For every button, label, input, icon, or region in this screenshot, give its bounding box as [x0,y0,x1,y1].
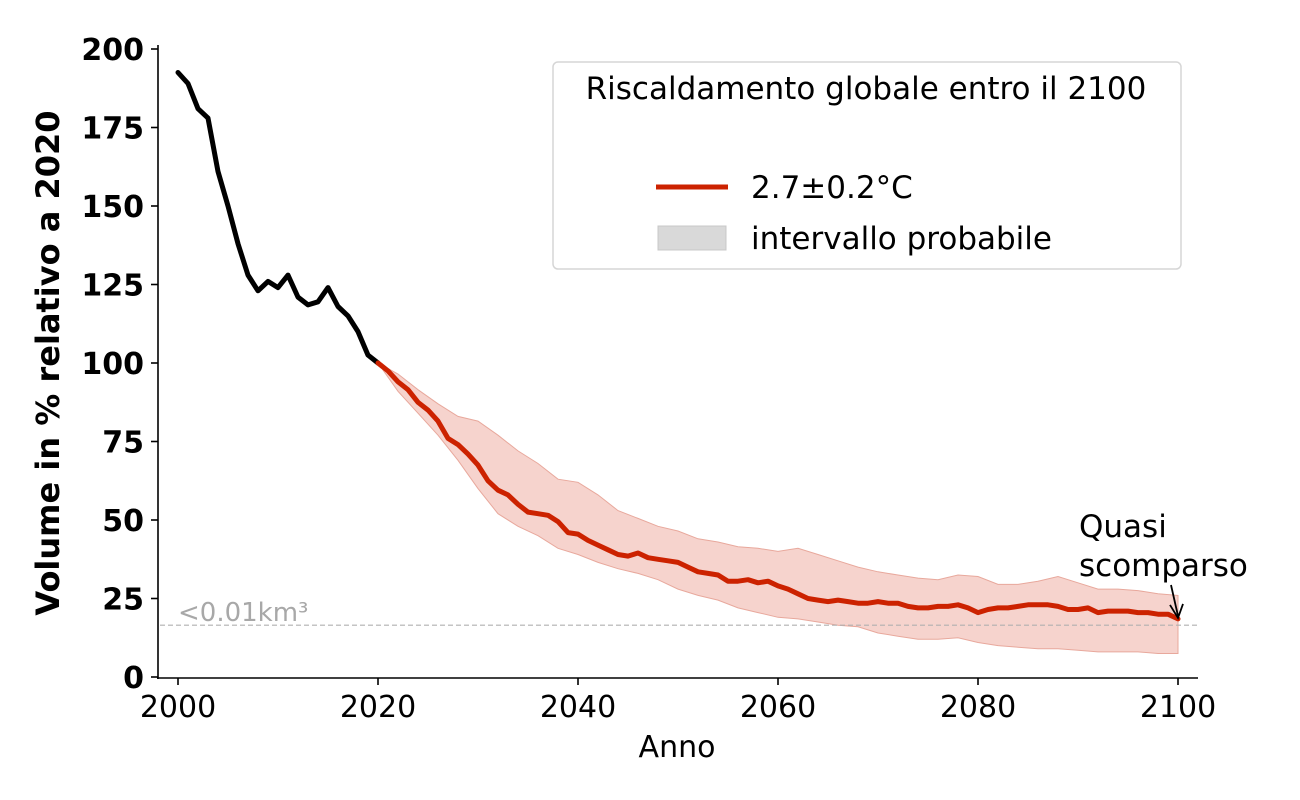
observed-line [175,70,381,366]
y-axis-label: Volume in % relativo a 2020 [29,110,67,615]
x-tick-label: 2060 [740,690,816,725]
y-tick-label: 125 [81,269,144,304]
x-tick-label: 2080 [940,690,1016,725]
y-tick-label: 150 [81,190,144,225]
x-tick-label: 2020 [340,690,416,725]
x-tick-label: 2040 [540,690,616,725]
annotation-text-line: Quasi [1079,509,1167,545]
projection-line [375,360,1181,622]
annotation-arrow [1170,584,1179,617]
legend-entry-range: intervallo probabile [751,221,1052,257]
y-tick-label: 25 [102,583,144,618]
annotation-text-line: scomparso [1079,548,1248,584]
y-tick-label: 0 [123,661,144,696]
legend-patch-swatch [657,225,727,251]
y-tick-label: 175 [81,112,144,147]
x-tick-label: 2000 [140,690,216,725]
x-tick-label: 2100 [1140,690,1216,725]
y-tick-label: 75 [102,426,144,461]
likely-range-band [377,362,1179,654]
y-tick-label: 200 [81,33,144,68]
y-tick-label: 100 [81,347,144,382]
y-tick-label: 50 [102,504,144,539]
legend: Riscaldamento globale entro il 2100 2.7±… [552,61,1182,270]
x-axis-label: Anno [639,730,716,765]
legend-frame [552,61,1182,270]
legend-title: Riscaldamento globale entro il 2100 [586,71,1147,107]
reference-line-label: <0.01km³ [178,598,308,628]
legend-entry-projection: 2.7±0.2°C [751,170,913,206]
annotation-arrow-head [1169,603,1184,620]
